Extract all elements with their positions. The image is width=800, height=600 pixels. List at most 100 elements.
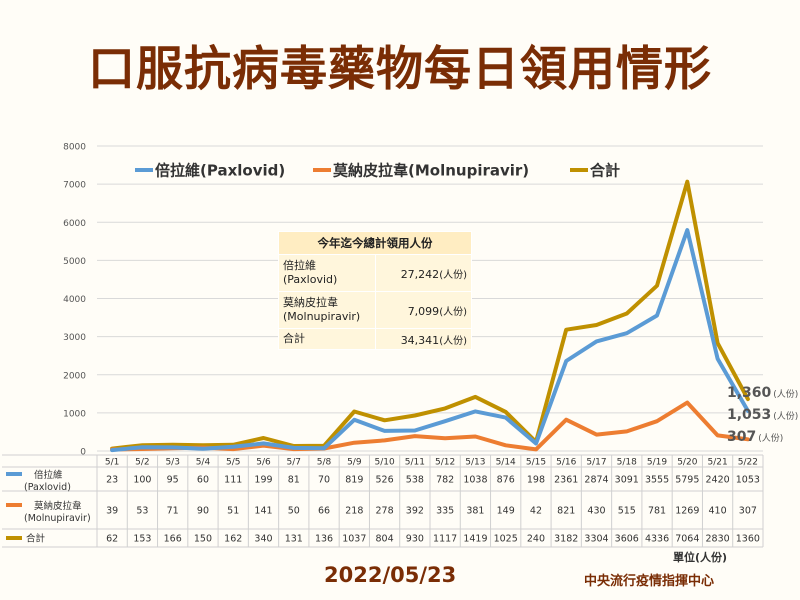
summary-row-total: 合計 34,341(人份) — [278, 328, 472, 350]
data-value: 1037 — [342, 534, 366, 545]
data-value: 141 — [254, 506, 272, 517]
data-value: 39 — [106, 506, 118, 517]
data-value: 781 — [648, 506, 666, 517]
data-value: 66 — [318, 506, 330, 517]
data-value: 392 — [406, 506, 424, 517]
x-tick-label: 5/14 — [496, 458, 516, 468]
data-value: 335 — [436, 506, 454, 517]
x-tick-label: 5/12 — [435, 458, 455, 468]
data-value: 136 — [315, 534, 333, 545]
data-value: 153 — [133, 534, 151, 545]
x-tick-label: 5/2 — [135, 458, 149, 468]
x-tick-label: 5/21 — [707, 458, 727, 468]
x-tick-label: 5/16 — [556, 458, 576, 468]
y-tick-label: 4000 — [63, 295, 86, 305]
data-value: 2420 — [705, 475, 729, 486]
data-value: 3555 — [645, 475, 669, 486]
summary-value: 7,099 — [407, 304, 440, 318]
data-value: 131 — [285, 534, 303, 545]
data-value: 1053 — [736, 475, 760, 486]
series-label: 合計 — [26, 533, 46, 545]
x-tick-label: 5/11 — [405, 458, 425, 468]
data-value: 150 — [194, 534, 212, 545]
date-label: 2022/05/23 — [324, 563, 457, 587]
data-value: 1360 — [736, 534, 760, 545]
data-value: 3606 — [615, 534, 639, 545]
data-value: 5795 — [675, 475, 699, 486]
data-value: 71 — [167, 506, 179, 517]
y-tick-label: 2000 — [63, 371, 86, 381]
data-value: 538 — [406, 475, 424, 486]
data-value: 2361 — [554, 475, 578, 486]
x-tick-label: 5/4 — [196, 458, 211, 468]
series-label-sub: (Molnupiravir) — [24, 513, 91, 524]
data-value: 410 — [709, 506, 727, 517]
summary-header: 今年迄今總計領用人份 — [278, 231, 472, 255]
data-value: 782 — [436, 475, 454, 486]
end-unit-label: (人份) — [773, 388, 798, 400]
end-unit-label: (人份) — [773, 410, 798, 422]
data-value: 166 — [164, 534, 182, 545]
data-value: 60 — [197, 475, 209, 486]
summary-value: 34,341 — [400, 333, 440, 347]
data-value: 7064 — [675, 534, 699, 545]
end-unit-label: (人份) — [758, 432, 783, 444]
data-value: 278 — [376, 506, 394, 517]
end-value-label: 307 (人份) — [727, 429, 783, 445]
data-value: 218 — [345, 506, 363, 517]
x-tick-label: 5/20 — [677, 458, 697, 468]
data-value: 3182 — [554, 534, 578, 545]
data-value: 307 — [739, 506, 757, 517]
x-tick-label: 5/1 — [105, 458, 119, 468]
y-tick-label: 6000 — [63, 219, 86, 229]
data-value: 2874 — [584, 475, 608, 486]
data-value: 198 — [527, 475, 545, 486]
unit-label: 單位(人份) — [673, 551, 728, 564]
data-value: 1025 — [494, 534, 518, 545]
data-value: 23 — [106, 475, 118, 486]
data-value: 340 — [254, 534, 272, 545]
x-tick-label: 5/17 — [586, 458, 606, 468]
x-tick-label: 5/10 — [374, 458, 394, 468]
summary-unit: (人份) — [439, 335, 467, 347]
end-value-label: 1,053 (人份) — [727, 407, 798, 423]
series-line — [110, 179, 750, 451]
summary-unit: (人份) — [439, 306, 467, 318]
summary-unit: (人份) — [439, 269, 467, 281]
legend-label: 莫納皮拉韋(Molnupiravir) — [333, 162, 529, 180]
y-tick-label: 0 — [80, 448, 86, 458]
data-value: 81 — [288, 475, 300, 486]
data-value: 1038 — [463, 475, 487, 486]
data-value: 51 — [227, 506, 239, 517]
data-value: 62 — [106, 534, 118, 545]
summary-row-paxlovid: 倍拉維 (Paxlovid) 27,242(人份) — [278, 254, 472, 292]
x-tick-label: 5/5 — [226, 458, 240, 468]
x-tick-label: 5/6 — [256, 458, 271, 468]
data-value: 53 — [136, 506, 148, 517]
data-value: 3091 — [615, 475, 639, 486]
data-value: 95 — [167, 475, 179, 486]
data-value: 2830 — [705, 534, 729, 545]
summary-row-molnupiravir: 莫納皮拉韋 (Molnupiravir) 7,099(人份) — [278, 291, 472, 329]
data-value: 240 — [527, 534, 545, 545]
data-value: 149 — [497, 506, 515, 517]
series-label: 莫納皮拉韋 — [34, 500, 82, 512]
data-value: 111 — [224, 475, 242, 486]
x-tick-label: 5/18 — [617, 458, 637, 468]
y-tick-label: 7000 — [63, 181, 86, 191]
x-tick-label: 5/22 — [738, 458, 758, 468]
series-label-sub: (Paxlovid) — [24, 482, 71, 493]
y-tick-label: 5000 — [63, 257, 86, 267]
data-value: 930 — [406, 534, 424, 545]
data-value: 70 — [318, 475, 330, 486]
data-value: 1269 — [675, 506, 699, 517]
data-value: 199 — [254, 475, 272, 486]
data-value: 821 — [557, 506, 575, 517]
data-value: 1419 — [463, 534, 487, 545]
data-value: 90 — [197, 506, 209, 517]
summary-value: 27,242 — [400, 267, 440, 281]
y-tick-label: 8000 — [63, 143, 86, 153]
x-tick-label: 5/15 — [526, 458, 546, 468]
data-value: 430 — [587, 506, 605, 517]
